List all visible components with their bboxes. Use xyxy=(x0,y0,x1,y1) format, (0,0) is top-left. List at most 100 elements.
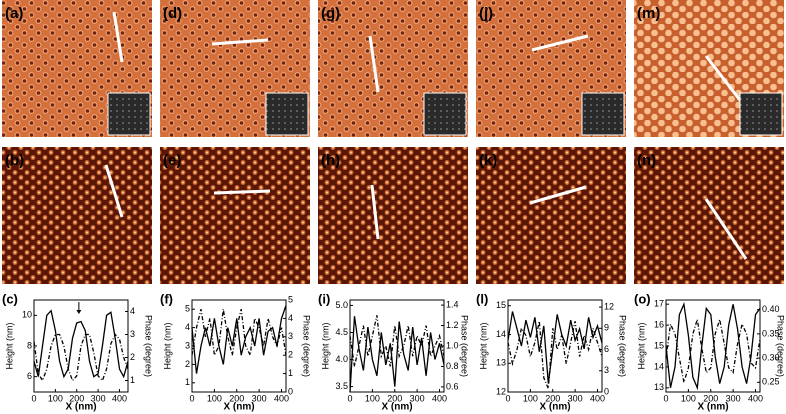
y2-tick-label: 3 xyxy=(288,331,293,341)
fft-inset xyxy=(107,92,151,136)
profile-line xyxy=(211,38,269,46)
plot-frame xyxy=(507,299,603,393)
x-tick-label: 0 xyxy=(663,393,668,403)
y2-tick-label: 5 xyxy=(288,294,293,304)
y2-axis-label: Phase (degree) xyxy=(302,315,312,377)
y2-tick-label: 2 xyxy=(130,352,135,362)
arrow-head xyxy=(76,310,82,314)
afm-image xyxy=(634,147,784,284)
y-tick-label: 4.0 xyxy=(335,354,348,364)
x-axis-label: X (nm) xyxy=(223,402,254,413)
x-tick-label: 400 xyxy=(274,393,289,403)
x-tick-label: 200 xyxy=(229,393,244,403)
x-tick-label: 100 xyxy=(48,393,63,403)
chart-label: (f) xyxy=(160,291,173,306)
x-tick-label: 100 xyxy=(681,393,696,403)
panel-label: (b) xyxy=(5,152,24,169)
profile-line xyxy=(531,34,589,52)
panel-label: (a) xyxy=(5,5,23,22)
x-tick-label: 0 xyxy=(347,393,352,403)
series-line xyxy=(191,309,287,358)
x-tick-label: 200 xyxy=(703,393,718,403)
profile-line xyxy=(704,198,748,260)
series-line xyxy=(33,333,129,382)
series-line xyxy=(33,309,129,379)
y-tick-label: 15 xyxy=(654,340,664,350)
panel-label: (j) xyxy=(479,5,493,22)
fft-inset xyxy=(423,92,467,136)
panel-label: (m) xyxy=(637,5,660,22)
y2-tick-label: 9 xyxy=(604,323,609,333)
x-tick-label: 0 xyxy=(31,393,36,403)
panel-label: (n) xyxy=(637,152,656,169)
profile-line xyxy=(370,184,380,240)
y-tick-label: 6 xyxy=(27,371,32,381)
x-tick-label: 100 xyxy=(365,393,380,403)
series-line xyxy=(191,305,287,374)
fft-inset xyxy=(739,92,783,136)
x-tick-label: 400 xyxy=(590,393,605,403)
y2-tick-label: 3 xyxy=(604,365,609,375)
y-axis-label: Height (nm) xyxy=(478,322,488,369)
x-tick-label: 0 xyxy=(505,393,510,403)
y2-tick-label: 4 xyxy=(130,306,135,316)
x-tick-label: 300 xyxy=(726,393,741,403)
y-axis-label: Height (nm) xyxy=(320,322,330,369)
chart-label: (o) xyxy=(634,291,651,306)
y2-axis-label: Phase (degree) xyxy=(144,315,154,377)
y2-tick-label: 0.30 xyxy=(762,352,780,362)
fft-inset xyxy=(265,92,309,136)
afm-image xyxy=(2,147,152,284)
y2-tick-label: 0.40 xyxy=(762,304,780,314)
profile-line xyxy=(213,189,271,195)
chart-label: (i) xyxy=(318,291,330,306)
y-tick-label: 4 xyxy=(185,322,190,332)
panel-label: (e) xyxy=(163,152,181,169)
plot-frame xyxy=(191,299,287,393)
x-tick-label: 100 xyxy=(523,393,538,403)
y2-tick-label: 0.35 xyxy=(762,328,780,338)
y2-tick-label: 3 xyxy=(130,329,135,339)
y2-tick-label: 2 xyxy=(288,350,293,360)
y-tick-label: 1 xyxy=(185,377,190,387)
y-tick-label: 16 xyxy=(654,319,664,329)
y-tick-label: 5 xyxy=(185,304,190,314)
y2-tick-label: 0.25 xyxy=(762,377,780,387)
series-line xyxy=(349,316,445,393)
y-tick-label: 8 xyxy=(27,340,32,350)
profile-line xyxy=(529,185,587,205)
y2-tick-label: 12 xyxy=(604,301,614,311)
y2-tick-label: 1.4 xyxy=(446,299,459,309)
panel-label: (k) xyxy=(479,152,497,169)
y-tick-label: 2 xyxy=(185,359,190,369)
y-tick-label: 13 xyxy=(654,382,664,392)
panel-label: (h) xyxy=(321,152,340,169)
y-tick-label: 3 xyxy=(185,340,190,350)
y-axis-label: Height (nm) xyxy=(162,322,172,369)
y-tick-label: 3.5 xyxy=(335,381,348,391)
y2-tick-label: 0 xyxy=(604,386,609,396)
y2-axis-label: Phase (degree) xyxy=(460,315,470,377)
y2-tick-label: 6 xyxy=(604,344,609,354)
chart-label: (c) xyxy=(2,291,18,306)
y-tick-label: 17 xyxy=(654,299,664,309)
y2-tick-label: 1 xyxy=(130,375,135,385)
y2-tick-label: 1.2 xyxy=(446,320,459,330)
y2-tick-label: 0.8 xyxy=(446,361,459,371)
x-axis-label: X (nm) xyxy=(65,402,96,413)
y-tick-label: 4.5 xyxy=(335,327,348,337)
profile-line xyxy=(112,11,124,63)
series-line xyxy=(507,321,603,389)
y-tick-label: 10 xyxy=(22,310,32,320)
x-tick-label: 300 xyxy=(91,393,106,403)
y-axis-label: Height (nm) xyxy=(636,322,646,369)
x-axis-label: X (nm) xyxy=(539,402,570,413)
panel-label: (d) xyxy=(163,5,182,22)
x-tick-label: 400 xyxy=(432,393,447,403)
profile-line xyxy=(368,35,380,93)
series-line xyxy=(665,301,761,391)
panel-label: (g) xyxy=(321,5,340,22)
series-line xyxy=(665,319,761,383)
x-tick-label: 300 xyxy=(252,393,267,403)
